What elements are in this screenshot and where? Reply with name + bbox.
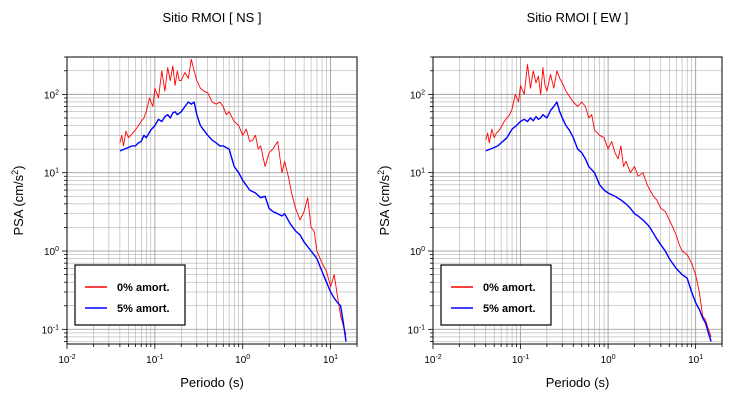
y-axis-label: PSA (cm/s2) bbox=[10, 165, 26, 235]
y-tick-label: 10-1 bbox=[408, 324, 425, 336]
y-tick-label: 100 bbox=[410, 246, 425, 258]
chart-panel-1: 10-2 10-1 100 101 10-1 100 101 102 Sitio RMOI [ … bbox=[376, 10, 723, 390]
legend-box bbox=[440, 264, 552, 326]
x-tick-label: 100 bbox=[235, 354, 250, 366]
y-tick-label: 100 bbox=[44, 246, 59, 258]
y-tick-label: 102 bbox=[44, 89, 59, 101]
legend-label: 5% amort. bbox=[483, 303, 536, 315]
x-axis-label: Periodo (s) bbox=[546, 375, 610, 390]
x-axis-label: Periodo (s) bbox=[180, 375, 244, 390]
legend-label: 0% amort. bbox=[117, 282, 170, 294]
x-tick-label: 100 bbox=[601, 354, 616, 366]
legend: 0% amort. 5% amort. bbox=[74, 264, 186, 326]
series-line-amort-0 bbox=[119, 58, 347, 336]
legend: 0% amort. 5% amort. bbox=[440, 264, 552, 326]
legend-box bbox=[74, 264, 186, 326]
y-tick-label: 101 bbox=[44, 168, 59, 180]
x-tick-label: 101 bbox=[323, 354, 338, 366]
y-tick-label: 101 bbox=[410, 168, 425, 180]
chart-title: Sitio RMOI [ NS ] bbox=[163, 10, 262, 25]
y-axis-label: PSA (cm/s2) bbox=[376, 165, 392, 235]
legend-label: 5% amort. bbox=[117, 303, 170, 315]
tick-marks bbox=[62, 56, 358, 349]
x-tick-label: 10-2 bbox=[58, 354, 75, 366]
tick-marks bbox=[428, 56, 723, 349]
series-line-amort-0 bbox=[485, 64, 712, 338]
x-tick-label: 101 bbox=[688, 354, 703, 366]
chart-title: Sitio RMOI [ EW ] bbox=[527, 10, 629, 25]
y-tick-label: 102 bbox=[410, 89, 425, 101]
plot-frame bbox=[66, 56, 358, 345]
series-line-amort-5 bbox=[119, 101, 347, 342]
x-tick-label: 10-1 bbox=[512, 354, 529, 366]
y-tick-label: 10-1 bbox=[42, 324, 59, 336]
series-line-amort-5 bbox=[485, 101, 712, 342]
x-tick-label: 10-1 bbox=[146, 354, 163, 366]
plot-frame bbox=[432, 56, 723, 345]
legend-label: 0% amort. bbox=[483, 282, 536, 294]
x-tick-label: 10-2 bbox=[424, 354, 441, 366]
chart-panel-0: 10-2 10-1 100 101 10-1 100 101 102 Sitio RMOI [ … bbox=[10, 10, 358, 390]
